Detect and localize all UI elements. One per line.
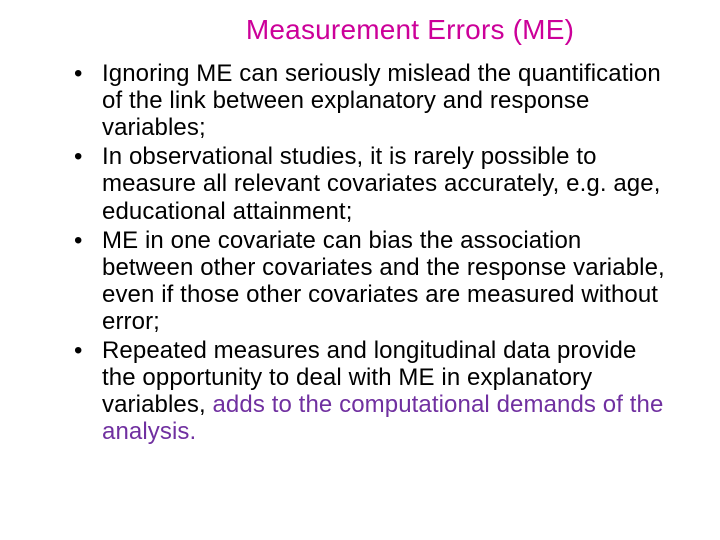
bullet-text: ME in one covariate can bias the associa… [102,227,665,335]
slide: Measurement Errors (ME) Ignoring ME can … [0,0,720,540]
bullet-item: ME in one covariate can bias the associa… [68,227,672,335]
bullet-list: Ignoring ME can seriously mislead the qu… [68,60,672,446]
bullet-text: In observational studies, it is rarely p… [102,143,660,224]
bullet-text: Ignoring ME can seriously mislead the qu… [102,60,661,141]
bullet-item: Ignoring ME can seriously mislead the qu… [68,60,672,141]
bullet-item: Repeated measures and longitudinal data … [68,337,672,445]
bullet-item: In observational studies, it is rarely p… [68,143,672,224]
slide-title: Measurement Errors (ME) [158,14,662,46]
